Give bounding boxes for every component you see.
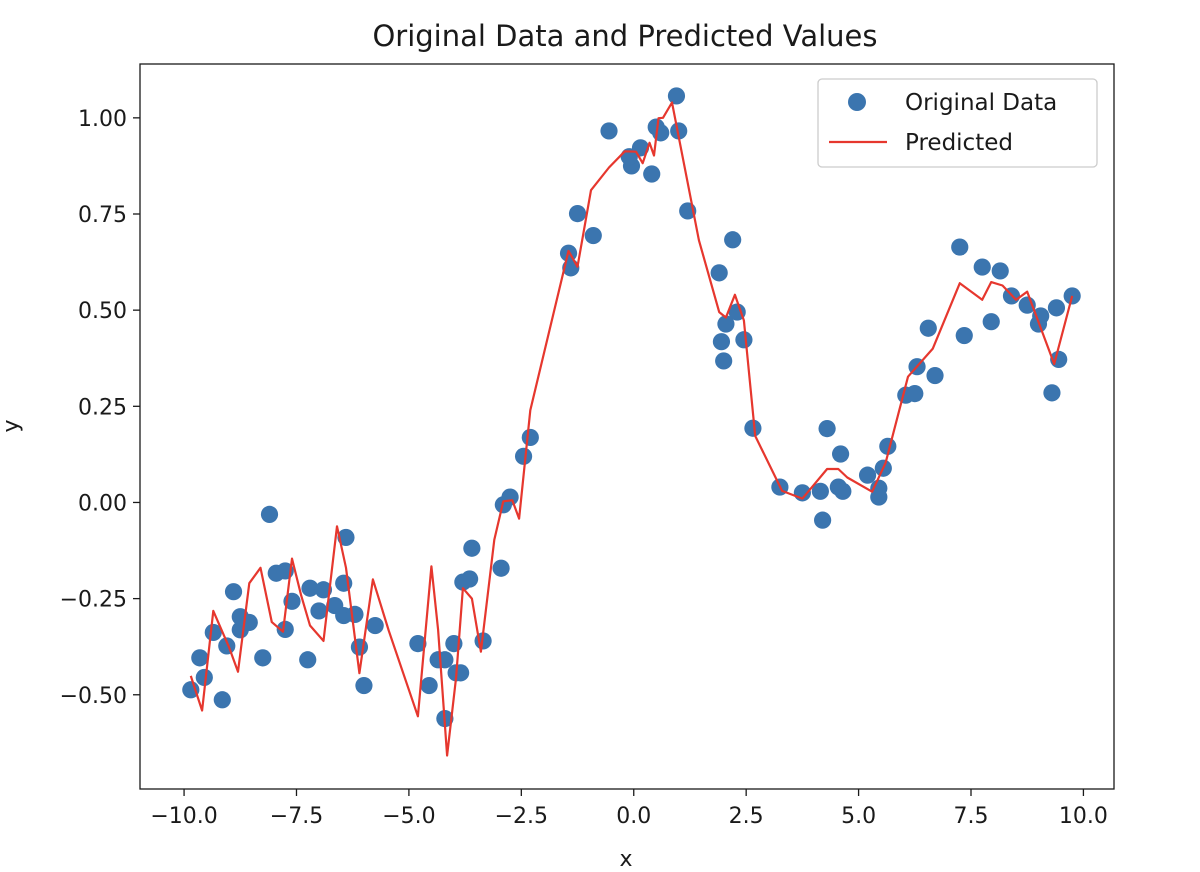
x-tick-label: 2.5 [729, 804, 764, 829]
data-point [831, 445, 850, 463]
data-point [204, 623, 222, 642]
data-point [982, 313, 1000, 331]
data-point [301, 579, 319, 597]
legend-label-original-data: Original Data [905, 90, 1057, 116]
data-point [337, 528, 355, 547]
data-point [350, 638, 369, 656]
data-point [260, 505, 279, 523]
y-axis: −0.50 −0.25 0.00 0.25 0.50 0.75 1.00 [60, 107, 140, 709]
data-point [973, 258, 991, 276]
data-point [1032, 307, 1050, 325]
data-point [744, 419, 762, 437]
legend-label-predicted: Predicted [905, 130, 1013, 156]
data-point [310, 602, 328, 620]
x-tick-label: −5.0 [382, 804, 435, 829]
chart-title: Original Data and Predicted Values [372, 19, 877, 53]
data-point [182, 681, 200, 699]
legend-frame [817, 78, 1098, 168]
data-point [991, 262, 1009, 280]
x-axis-label: x [619, 847, 632, 872]
x-tick-label: −7.5 [270, 804, 323, 829]
data-point [735, 331, 753, 349]
x-axis: −10.0 −7.5 −5.0 −2.5 0.0 2.5 5.0 7.5 10.0 [150, 789, 1108, 829]
data-point [818, 420, 836, 438]
data-point [452, 664, 470, 682]
y-tick-label: −0.25 [60, 588, 127, 613]
x-tick-label: 10.0 [1059, 804, 1108, 829]
legend: Original Data Predicted [817, 78, 1098, 168]
data-point [715, 352, 733, 370]
x-tick-label: 5.0 [841, 804, 876, 829]
data-point [600, 122, 618, 140]
legend-marker-original-data [848, 93, 866, 111]
data-point [276, 620, 294, 638]
data-point [224, 583, 243, 601]
data-point [568, 205, 587, 223]
data-point [834, 482, 852, 500]
data-point [584, 226, 602, 245]
data-point [670, 122, 688, 140]
x-tick-label: −2.5 [495, 804, 548, 829]
y-axis-label: y [0, 419, 24, 432]
data-point [710, 264, 728, 282]
series-predicted-line [189, 101, 1074, 757]
data-point [514, 447, 533, 465]
data-point [724, 231, 742, 249]
data-point [643, 165, 661, 183]
y-tick-label: 0.50 [78, 299, 127, 324]
data-point [314, 581, 333, 599]
data-point [521, 428, 539, 447]
data-point [409, 635, 427, 653]
data-point [346, 605, 364, 623]
data-point [254, 649, 272, 667]
data-point [213, 691, 231, 709]
data-point [811, 482, 829, 500]
data-point [420, 676, 438, 695]
data-point [501, 488, 519, 506]
data-point [1047, 299, 1066, 317]
data-point [858, 466, 877, 484]
data-point [463, 539, 481, 557]
plot-area [182, 87, 1081, 757]
y-tick-label: 0.75 [78, 203, 127, 228]
data-point [712, 333, 731, 351]
data-point [299, 651, 317, 669]
data-point [191, 649, 209, 667]
data-point [870, 488, 888, 506]
data-point [195, 668, 213, 687]
data-point [366, 616, 384, 635]
data-point [667, 87, 686, 105]
y-tick-label: −0.50 [60, 684, 127, 709]
x-tick-label: 0.0 [616, 804, 651, 829]
data-point [652, 124, 670, 142]
data-point [926, 366, 944, 385]
data-point [814, 511, 832, 529]
data-point [1043, 384, 1061, 402]
y-tick-label: 0.00 [78, 491, 127, 516]
plot-frame [139, 63, 1115, 790]
data-point [492, 559, 510, 577]
data-point [955, 326, 973, 345]
data-point [461, 570, 479, 588]
data-point [951, 238, 969, 256]
x-tick-label: −10.0 [150, 804, 217, 829]
y-tick-label: 0.25 [78, 395, 127, 420]
data-point [919, 319, 937, 337]
x-tick-label: 7.5 [954, 804, 989, 829]
y-tick-label: 1.00 [78, 107, 127, 132]
data-point [906, 385, 924, 403]
data-point [355, 676, 373, 695]
data-point [717, 315, 735, 333]
